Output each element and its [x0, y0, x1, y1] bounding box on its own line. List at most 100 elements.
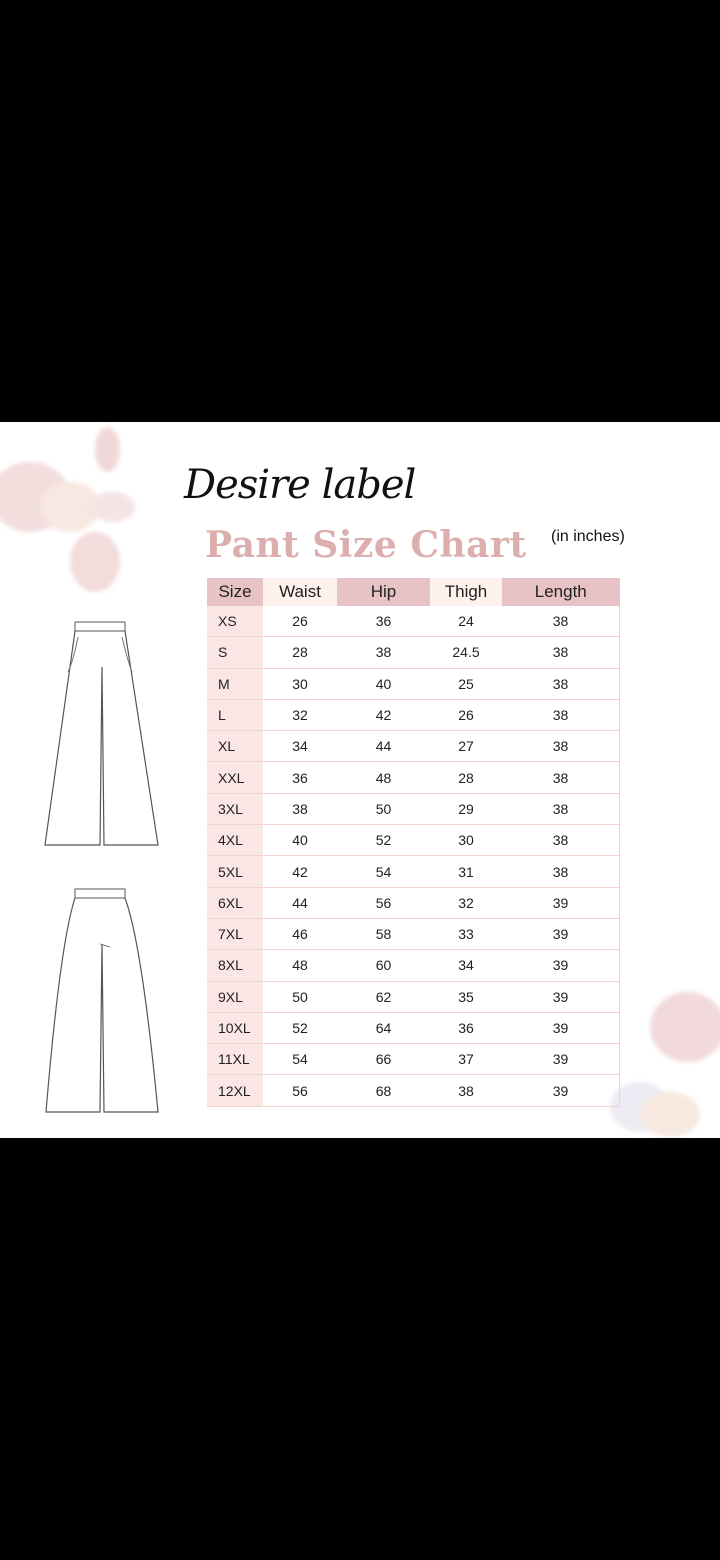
cell-hip: 50 [337, 793, 430, 826]
cell-length: 38 [502, 606, 620, 638]
cell-hip: 40 [337, 668, 430, 700]
cell-waist: 30 [263, 668, 337, 700]
cell-length: 38 [502, 668, 620, 700]
header-hip: Hip [337, 578, 430, 606]
cell-length: 39 [502, 981, 620, 1013]
size-chart-image: Desire label Pant Size Chart (in inches)… [0, 422, 720, 1138]
chart-title: Pant Size Chart [205, 524, 527, 566]
cell-length: 38 [502, 636, 620, 669]
pants-sketch-straight-leg [45, 888, 159, 1113]
cell-thigh: 36 [430, 1012, 502, 1045]
size-table: Size Waist Hip Thigh Length XS 26 36 24 38 S 2… [207, 578, 620, 1107]
cell-size: 3XL [207, 793, 263, 826]
cell-hip: 58 [337, 918, 430, 951]
cell-hip: 42 [337, 699, 430, 732]
table-row: 11XL 54 66 37 39 [207, 1043, 620, 1076]
cell-waist: 44 [263, 887, 337, 919]
cell-hip: 54 [337, 855, 430, 888]
cell-size: 8XL [207, 949, 263, 982]
cell-size: XL [207, 730, 263, 763]
table-row: 9XL 50 62 35 39 [207, 981, 620, 1013]
cell-size: 10XL [207, 1012, 263, 1045]
cell-waist: 40 [263, 824, 337, 857]
table-row: 3XL 38 50 29 38 [207, 793, 620, 826]
header-length: Length [502, 578, 620, 606]
cell-hip: 62 [337, 981, 430, 1013]
header-thigh: Thigh [430, 578, 502, 606]
cell-hip: 52 [337, 824, 430, 857]
cell-size: 9XL [207, 981, 263, 1013]
cell-thigh: 29 [430, 793, 502, 826]
cell-length: 39 [502, 949, 620, 982]
table-header-row: Size Waist Hip Thigh Length [207, 578, 620, 606]
cell-length: 38 [502, 824, 620, 857]
cell-length: 38 [502, 699, 620, 732]
table-row: 8XL 48 60 34 39 [207, 949, 620, 982]
cell-size: M [207, 668, 263, 700]
cell-waist: 46 [263, 918, 337, 951]
cell-size: 4XL [207, 824, 263, 857]
cell-thigh: 26 [430, 699, 502, 732]
cell-thigh: 27 [430, 730, 502, 763]
table-row: 7XL 46 58 33 39 [207, 918, 620, 951]
cell-waist: 26 [263, 606, 337, 638]
cell-size: XXL [207, 761, 263, 794]
cell-hip: 60 [337, 949, 430, 982]
cell-length: 39 [502, 918, 620, 951]
table-row: 10XL 52 64 36 39 [207, 1012, 620, 1045]
pants-sketch-wide-leg [44, 621, 159, 846]
table-row: 6XL 44 56 32 39 [207, 887, 620, 919]
cell-length: 39 [502, 1012, 620, 1045]
cell-size: 12XL [207, 1074, 263, 1107]
cell-hip: 64 [337, 1012, 430, 1045]
cell-thigh: 28 [430, 761, 502, 794]
table-row: XS 26 36 24 38 [207, 606, 620, 638]
cell-size: L [207, 699, 263, 732]
cell-size: S [207, 636, 263, 669]
cell-waist: 48 [263, 949, 337, 982]
cell-hip: 44 [337, 730, 430, 763]
cell-size: 6XL [207, 887, 263, 919]
table-row: 4XL 40 52 30 38 [207, 824, 620, 857]
cell-length: 38 [502, 761, 620, 794]
table-row: XL 34 44 27 38 [207, 730, 620, 763]
cell-waist: 28 [263, 636, 337, 669]
cell-size: 11XL [207, 1043, 263, 1076]
cell-waist: 56 [263, 1074, 337, 1107]
table-row: M 30 40 25 38 [207, 668, 620, 700]
header-size: Size [207, 578, 263, 606]
cell-hip: 56 [337, 887, 430, 919]
cell-thigh: 33 [430, 918, 502, 951]
cell-waist: 32 [263, 699, 337, 732]
table-row: L 32 42 26 38 [207, 699, 620, 732]
cell-thigh: 35 [430, 981, 502, 1013]
cell-hip: 36 [337, 606, 430, 638]
cell-thigh: 30 [430, 824, 502, 857]
brand-logo: Desire label [184, 462, 416, 508]
cell-size: 7XL [207, 918, 263, 951]
cell-length: 39 [502, 1043, 620, 1076]
cell-waist: 52 [263, 1012, 337, 1045]
cell-waist: 34 [263, 730, 337, 763]
cell-thigh: 38 [430, 1074, 502, 1107]
unit-note: (in inches) [551, 528, 625, 545]
cell-length: 38 [502, 793, 620, 826]
table-row: XXL 36 48 28 38 [207, 761, 620, 794]
cell-thigh: 32 [430, 887, 502, 919]
cell-length: 39 [502, 1074, 620, 1107]
cell-hip: 66 [337, 1043, 430, 1076]
table-row: 5XL 42 54 31 38 [207, 855, 620, 888]
cell-thigh: 31 [430, 855, 502, 888]
cell-waist: 36 [263, 761, 337, 794]
cell-thigh: 24.5 [430, 636, 502, 669]
table-row: S 28 38 24.5 38 [207, 636, 620, 669]
table-row: 12XL 56 68 38 39 [207, 1074, 620, 1107]
cell-waist: 38 [263, 793, 337, 826]
cell-thigh: 37 [430, 1043, 502, 1076]
cell-length: 38 [502, 730, 620, 763]
cell-hip: 38 [337, 636, 430, 669]
cell-size: 5XL [207, 855, 263, 888]
cell-hip: 48 [337, 761, 430, 794]
cell-waist: 42 [263, 855, 337, 888]
cell-size: XS [207, 606, 263, 638]
